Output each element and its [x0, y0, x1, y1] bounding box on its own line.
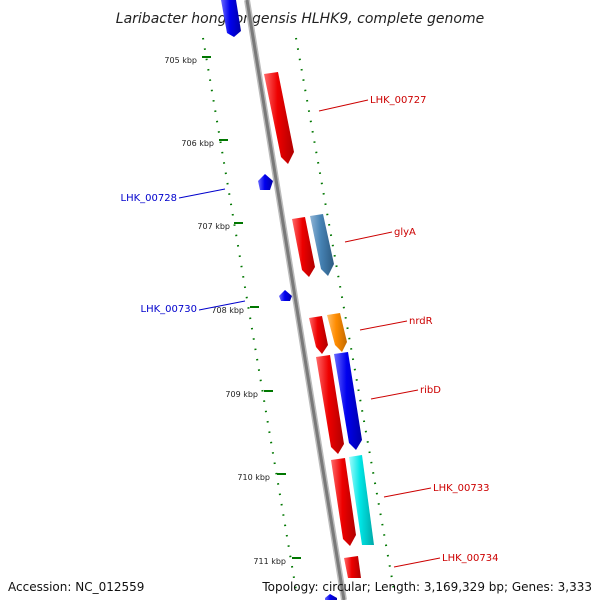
- kbp-label-706: 706 kbp: [181, 139, 214, 148]
- genome-backbone: [244, 0, 347, 600]
- gene-labels: LHK_00727 LHK_00728 glyA LHK_00730 nrdR …: [121, 95, 499, 564]
- gene-feature-bottom-reverse[interactable]: [325, 594, 337, 600]
- gene-feature-lhk00727[interactable]: [264, 72, 294, 164]
- gene-feature-top-reverse[interactable]: [221, 0, 241, 37]
- gene-feature-ribD-left[interactable]: [316, 355, 344, 454]
- leader-lhk00734: [393, 557, 441, 568]
- gene-feature-lhk00734[interactable]: [344, 556, 361, 578]
- gene-label-ribD[interactable]: ribD: [420, 385, 441, 396]
- leader-lines: [178, 99, 441, 568]
- kbp-label-705: 705 kbp: [164, 56, 197, 65]
- leader-lhk00733: [383, 487, 432, 498]
- gene-feature-lhk00730[interactable]: [279, 290, 292, 301]
- kbp-labels: 705 kbp 706 kbp 707 kbp 708 kbp 709 kbp …: [164, 56, 286, 566]
- map-title: Laribacter hongkongensis HLHK9, complete…: [116, 11, 484, 27]
- leader-lhk00727: [318, 99, 369, 112]
- forward-genes: [264, 72, 374, 578]
- gene-feature-lhk00733-left[interactable]: [331, 458, 356, 546]
- kbp-label-709: 709 kbp: [225, 390, 258, 399]
- kbp-label-707: 707 kbp: [197, 222, 230, 231]
- kbp-label-708: 708 kbp: [211, 306, 244, 315]
- gene-feature-lhk00733-right[interactable]: [349, 455, 374, 545]
- gene-label-lhk00730[interactable]: LHK_00730: [141, 304, 197, 315]
- leader-glyA: [344, 231, 393, 243]
- gene-feature-glyA-right[interactable]: [310, 214, 334, 276]
- gene-label-nrdR[interactable]: nrdR: [409, 316, 433, 327]
- topology-text: Topology: circular; Length: 3,169,329 bp…: [262, 580, 592, 594]
- gene-feature-nrdR-left[interactable]: [309, 316, 328, 354]
- reverse-genes: [221, 0, 337, 600]
- leader-nrdR: [359, 320, 408, 331]
- kbp-label-711: 711 kbp: [253, 557, 286, 566]
- gene-feature-ribD-right[interactable]: [334, 352, 362, 450]
- gene-label-lhk00734[interactable]: LHK_00734: [442, 553, 498, 564]
- gene-feature-nrdR-right[interactable]: [327, 313, 347, 352]
- accession-text: Accession: NC_012559: [8, 580, 145, 594]
- leader-lhk00730: [198, 300, 246, 311]
- gene-label-glyA[interactable]: glyA: [394, 227, 416, 238]
- kbp-ticks: [202, 56, 301, 559]
- gene-label-lhk00727[interactable]: LHK_00727: [370, 95, 426, 106]
- kbp-label-710: 710 kbp: [237, 473, 270, 482]
- gene-label-lhk00733[interactable]: LHK_00733: [433, 483, 489, 494]
- gene-feature-glyA-left[interactable]: [292, 217, 315, 277]
- gene-label-lhk00728[interactable]: LHK_00728: [121, 193, 177, 204]
- gene-feature-lhk00728[interactable]: [258, 174, 273, 190]
- leader-lhk00728: [178, 188, 226, 199]
- leader-ribD: [370, 389, 419, 400]
